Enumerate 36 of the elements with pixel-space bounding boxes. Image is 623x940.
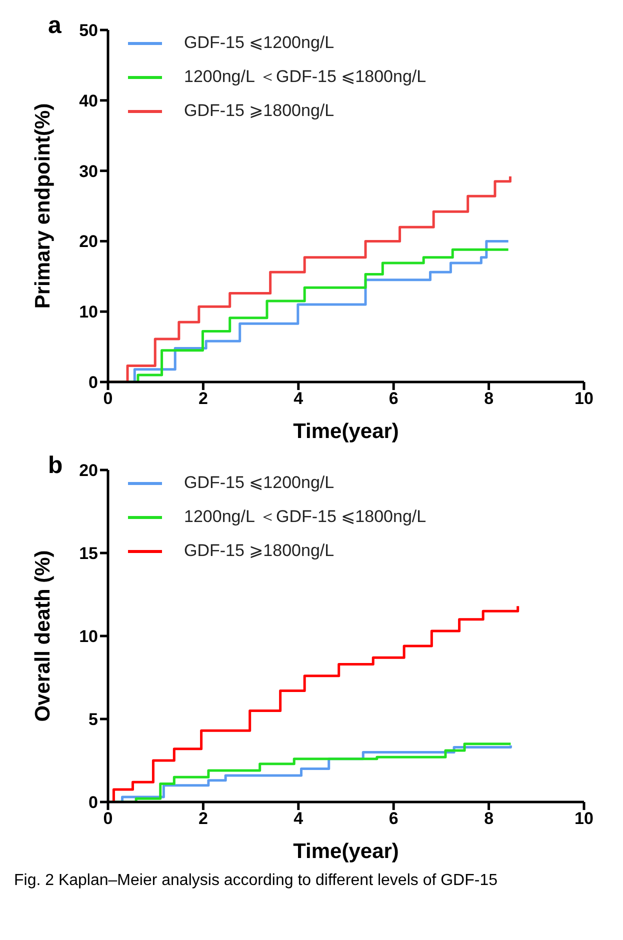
legend-label: 1200ng/L ＜GDF-15 ⩽1800ng/L — [184, 66, 426, 88]
x-tick-label: 6 — [388, 809, 398, 828]
y-tick-label: 10 — [79, 627, 98, 646]
x-tick-label: 0 — [103, 809, 113, 828]
y-tick-label: 15 — [79, 544, 98, 564]
y-tick-label: 0 — [88, 793, 98, 812]
y-tick-label: 20 — [79, 232, 98, 252]
x-tick-label: 8 — [484, 389, 494, 408]
y-tick-label: 10 — [79, 302, 98, 322]
y-tick-label: 0 — [88, 373, 98, 392]
x-tick-label: 6 — [388, 389, 398, 408]
y-tick-label: 40 — [79, 91, 98, 110]
x-tick-label: 0 — [103, 389, 113, 408]
x-tick-label: 10 — [574, 809, 594, 828]
x-tick-label: 2 — [198, 809, 208, 828]
x-tick-label: 4 — [294, 809, 304, 828]
y-axis-title: Overall death (%) — [31, 550, 54, 722]
chart-title: a — [48, 12, 62, 40]
x-tick-label: 8 — [484, 809, 494, 828]
x-tick-label: 4 — [294, 389, 304, 408]
x-axis-title: Time(year) — [293, 420, 399, 443]
y-axis-title: Primary endpoint(%) — [31, 103, 54, 309]
x-tick-label: 10 — [574, 389, 594, 408]
x-tick-label: 2 — [198, 389, 208, 408]
legend-label: GDF-15 ⩽1200ng/L — [184, 472, 334, 494]
legend-label: GDF-15 ⩾1800ng/L — [184, 100, 334, 122]
caption: Fig. 2 Kaplan–Meier analysis according to different levels of GDF-15 — [14, 872, 498, 889]
x-axis-title: Time(year) — [293, 840, 399, 863]
legend-label: 1200ng/L ＜GDF-15 ⩽1800ng/L — [184, 506, 426, 528]
y-tick-label: 5 — [88, 710, 98, 730]
y-tick-label: 20 — [79, 461, 98, 480]
legend-label: GDF-15 ⩽1200ng/L — [184, 32, 334, 54]
legend-label: GDF-15 ⩾1800ng/L — [184, 540, 334, 562]
chart-title: b — [48, 452, 63, 480]
y-tick-label: 30 — [79, 162, 98, 181]
y-tick-label: 50 — [79, 21, 98, 40]
